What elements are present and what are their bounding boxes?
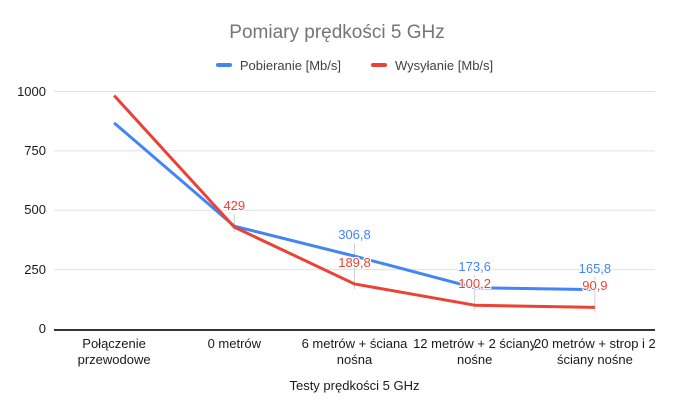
x-axis-label: 20 metrów + strop i 2 ściany nośne (534, 336, 656, 367)
x-axis-label: 0 metrów (207, 336, 262, 351)
y-tick-label: 750 (24, 142, 46, 158)
data-point-label: 100,2 (458, 276, 491, 292)
data-point-label: 429 (223, 198, 246, 214)
y-tick-label: 500 (24, 202, 46, 218)
x-axis-label: Połączenie przewodowe (77, 336, 151, 367)
y-tick-label: 0 (38, 321, 46, 336)
series-line-0 (113, 121, 595, 292)
y-tick-label: 250 (24, 261, 46, 277)
data-point-label: 90,9 (582, 278, 608, 294)
legend-label-wysylanie: Wysyłanie [Mb/s] (395, 57, 494, 73)
x-axis-label: 12 metrów + 2 ściany nośne (413, 336, 537, 367)
y-tick-label: 1000 (17, 83, 46, 99)
data-point-label: 173,6 (458, 258, 491, 274)
data-point-label: 189,8 (338, 254, 371, 270)
legend: Pobieranie [Mb/s] Wysyłanie [Mb/s] (54, 56, 655, 74)
data-point-label: 306,8 (338, 227, 371, 243)
data-point-label: 165,8 (578, 260, 612, 276)
legend-item-pobieranie: Pobieranie [Mb/s] (215, 57, 342, 73)
legend-label-pobieranie: Pobieranie [Mb/s] (239, 57, 342, 73)
legend-item-wysylanie: Wysyłanie [Mb/s] (371, 58, 493, 73)
x-axis-title: Testy prędkości 5 GHz (289, 378, 420, 393)
legend-swatch-icon (371, 63, 388, 67)
series-line-1 (112, 94, 595, 309)
x-axis-label: 6 metrów + ściana nośna (301, 336, 408, 367)
legend-swatch-icon (215, 63, 232, 67)
chart-title: Pomiary prędkości 5 GHz (229, 22, 445, 43)
